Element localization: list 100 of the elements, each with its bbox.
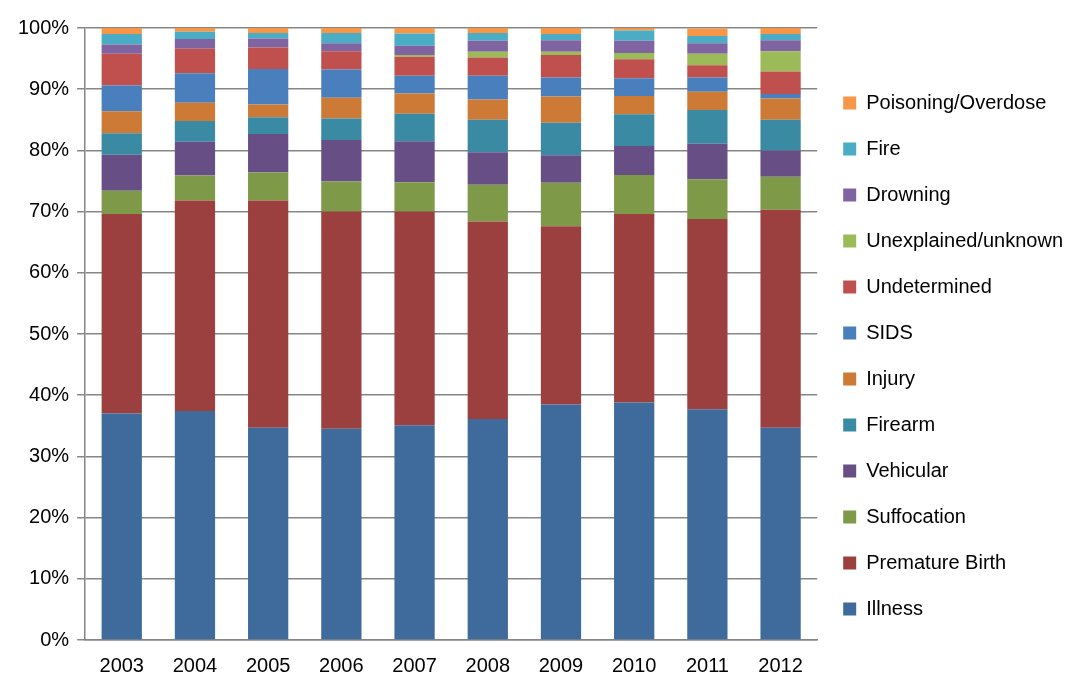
bar xyxy=(540,77,582,97)
bar xyxy=(467,184,508,222)
bar xyxy=(248,38,289,48)
bar xyxy=(540,122,582,156)
y-tick-label: 30% xyxy=(29,443,70,466)
bar xyxy=(540,404,582,640)
bar xyxy=(394,141,435,183)
bar xyxy=(614,30,655,41)
bar xyxy=(321,211,362,429)
bar xyxy=(321,428,362,640)
y-tick-label: 50% xyxy=(29,321,70,344)
bar xyxy=(321,181,362,212)
bar xyxy=(614,174,655,215)
bar xyxy=(467,40,508,52)
x-tick-label: 2003 xyxy=(99,653,144,676)
bar xyxy=(614,78,655,96)
y-tick-label: 90% xyxy=(29,76,70,99)
bar xyxy=(760,71,801,95)
bar xyxy=(248,172,289,201)
legend-label: Illness xyxy=(866,596,923,619)
legend-label: Poisoning/Overdose xyxy=(866,90,1047,113)
x-tick-label: 2006 xyxy=(319,653,364,676)
bar xyxy=(540,28,582,35)
bar xyxy=(467,75,508,100)
bar xyxy=(540,96,582,123)
bar xyxy=(760,34,801,41)
x-tick-label: 2011 xyxy=(685,653,729,676)
bar xyxy=(467,99,508,120)
bar xyxy=(101,190,142,215)
bar xyxy=(760,40,801,52)
bar xyxy=(394,425,435,640)
bar xyxy=(614,114,655,147)
legend-label: Fire xyxy=(866,136,901,159)
bar xyxy=(101,44,142,54)
y-tick-label: 40% xyxy=(29,382,70,405)
bar xyxy=(101,133,142,155)
bar xyxy=(248,69,289,105)
bar xyxy=(394,113,435,142)
bar xyxy=(394,28,435,34)
x-tick-label: 2010 xyxy=(611,653,657,676)
bar xyxy=(467,119,508,153)
bar xyxy=(174,31,216,40)
bar xyxy=(540,155,582,183)
bar xyxy=(321,28,362,33)
bar xyxy=(174,28,216,32)
legend-label: Vehicular xyxy=(866,458,949,481)
bar xyxy=(467,51,508,58)
bar xyxy=(760,150,801,177)
bar xyxy=(760,98,801,120)
bar xyxy=(467,32,508,41)
bar xyxy=(614,53,655,60)
bar xyxy=(467,57,508,76)
bar xyxy=(540,34,582,41)
bar xyxy=(614,146,655,175)
bar xyxy=(174,102,216,122)
bar xyxy=(174,200,216,412)
bar xyxy=(687,43,728,54)
bar xyxy=(101,34,142,45)
bar xyxy=(321,118,362,140)
bar xyxy=(614,214,655,403)
bar xyxy=(394,93,435,114)
y-tick-label: 80% xyxy=(29,137,70,160)
bar xyxy=(394,56,435,76)
x-tick-label: 2004 xyxy=(172,653,218,676)
y-tick-label: 0% xyxy=(40,627,70,650)
bar xyxy=(321,97,362,119)
bar xyxy=(687,91,728,111)
bar xyxy=(687,143,728,180)
x-tick-label: 2005 xyxy=(245,653,291,676)
bar xyxy=(687,65,728,78)
bar xyxy=(760,28,801,35)
bar xyxy=(394,33,435,46)
bar xyxy=(321,69,362,98)
bar xyxy=(394,182,435,212)
bar xyxy=(687,110,728,144)
bar xyxy=(174,39,216,49)
bar xyxy=(248,117,289,134)
legend-label: Undetermined xyxy=(866,274,992,297)
bar xyxy=(467,152,508,185)
y-tick-label: 70% xyxy=(29,199,70,222)
bar xyxy=(101,413,142,640)
x-tick-label: 2008 xyxy=(465,653,511,676)
bar xyxy=(174,141,216,176)
x-tick-label: 2012 xyxy=(758,653,803,676)
bar xyxy=(540,51,582,55)
legend-label: Unexplained/unknown xyxy=(866,228,1064,251)
bar xyxy=(101,53,142,86)
legend-label: Premature Birth xyxy=(866,550,1007,573)
x-tick-label: 2009 xyxy=(538,653,584,676)
bar xyxy=(687,77,728,92)
bar xyxy=(394,45,435,55)
bar xyxy=(614,40,655,54)
bar xyxy=(760,94,801,99)
bar xyxy=(248,200,289,428)
bar xyxy=(687,179,728,219)
bar xyxy=(248,32,289,39)
bar xyxy=(760,119,801,151)
bar xyxy=(760,427,801,640)
bar xyxy=(101,214,142,414)
bar xyxy=(467,419,508,640)
